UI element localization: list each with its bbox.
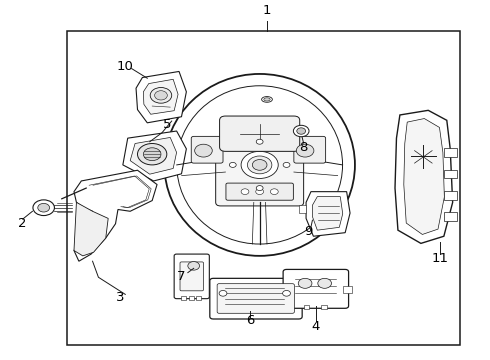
Bar bbox=[67, 31, 460, 345]
Bar bbox=[444, 148, 457, 157]
Circle shape bbox=[298, 278, 312, 288]
Circle shape bbox=[283, 291, 291, 296]
Circle shape bbox=[229, 162, 236, 167]
Circle shape bbox=[38, 203, 49, 212]
FancyBboxPatch shape bbox=[283, 269, 348, 308]
Ellipse shape bbox=[262, 96, 272, 102]
Circle shape bbox=[195, 144, 212, 157]
Text: 5: 5 bbox=[163, 118, 171, 131]
Polygon shape bbox=[74, 170, 157, 261]
Circle shape bbox=[188, 262, 199, 270]
Bar bbox=[343, 286, 351, 293]
Text: 3: 3 bbox=[116, 292, 124, 305]
FancyBboxPatch shape bbox=[217, 284, 294, 313]
Circle shape bbox=[241, 189, 249, 194]
Polygon shape bbox=[123, 131, 186, 181]
Ellipse shape bbox=[164, 74, 355, 256]
Circle shape bbox=[296, 144, 314, 157]
Bar bbox=[321, 305, 327, 309]
FancyBboxPatch shape bbox=[226, 183, 294, 200]
Polygon shape bbox=[130, 138, 176, 174]
Bar bbox=[304, 305, 310, 309]
Text: 8: 8 bbox=[299, 141, 308, 154]
Circle shape bbox=[318, 278, 331, 288]
FancyBboxPatch shape bbox=[210, 278, 302, 319]
Text: 2: 2 bbox=[19, 217, 27, 230]
FancyBboxPatch shape bbox=[216, 144, 304, 206]
Circle shape bbox=[33, 200, 54, 216]
Ellipse shape bbox=[177, 86, 343, 244]
Circle shape bbox=[294, 125, 309, 137]
Bar bbox=[196, 296, 201, 301]
Text: 10: 10 bbox=[117, 60, 134, 73]
Circle shape bbox=[297, 128, 306, 134]
Text: 4: 4 bbox=[312, 320, 320, 333]
Text: 11: 11 bbox=[432, 252, 449, 265]
Circle shape bbox=[256, 189, 264, 194]
Polygon shape bbox=[313, 197, 343, 230]
Polygon shape bbox=[395, 110, 453, 243]
Circle shape bbox=[150, 87, 172, 103]
Polygon shape bbox=[192, 97, 328, 165]
Polygon shape bbox=[404, 118, 444, 234]
Circle shape bbox=[241, 151, 278, 179]
Text: 7: 7 bbox=[177, 270, 186, 283]
Circle shape bbox=[155, 91, 167, 100]
Bar bbox=[189, 296, 194, 301]
Bar bbox=[181, 296, 186, 301]
Text: 1: 1 bbox=[263, 4, 271, 17]
Ellipse shape bbox=[264, 98, 270, 101]
Circle shape bbox=[270, 189, 278, 194]
Polygon shape bbox=[306, 192, 350, 236]
Bar bbox=[444, 212, 457, 221]
FancyBboxPatch shape bbox=[180, 262, 203, 291]
Circle shape bbox=[138, 144, 167, 165]
FancyBboxPatch shape bbox=[174, 254, 209, 299]
Bar bbox=[444, 170, 457, 178]
Bar bbox=[299, 205, 306, 213]
FancyBboxPatch shape bbox=[220, 116, 300, 151]
Bar bbox=[444, 191, 457, 199]
Polygon shape bbox=[74, 202, 108, 256]
Circle shape bbox=[219, 291, 227, 296]
Circle shape bbox=[283, 162, 290, 167]
Polygon shape bbox=[144, 79, 178, 114]
Polygon shape bbox=[136, 71, 186, 123]
Text: 9: 9 bbox=[304, 225, 313, 238]
FancyBboxPatch shape bbox=[191, 136, 223, 163]
Circle shape bbox=[256, 139, 263, 144]
Circle shape bbox=[256, 186, 263, 190]
Circle shape bbox=[247, 156, 272, 174]
Circle shape bbox=[252, 159, 267, 170]
FancyBboxPatch shape bbox=[294, 136, 326, 163]
Text: 6: 6 bbox=[245, 314, 254, 327]
Circle shape bbox=[144, 148, 161, 161]
